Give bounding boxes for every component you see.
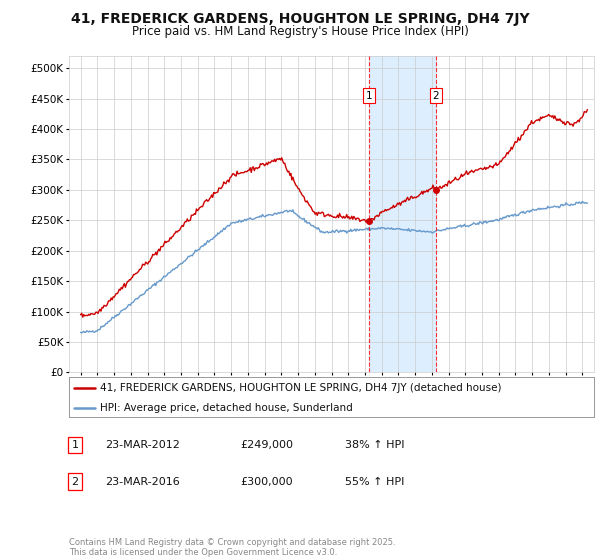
Text: 55% ↑ HPI: 55% ↑ HPI (345, 477, 404, 487)
Text: £300,000: £300,000 (240, 477, 293, 487)
Text: 1: 1 (71, 440, 79, 450)
Text: HPI: Average price, detached house, Sunderland: HPI: Average price, detached house, Sund… (101, 403, 353, 413)
Text: 41, FREDERICK GARDENS, HOUGHTON LE SPRING, DH4 7JY (detached house): 41, FREDERICK GARDENS, HOUGHTON LE SPRIN… (101, 383, 502, 393)
Text: 41, FREDERICK GARDENS, HOUGHTON LE SPRING, DH4 7JY: 41, FREDERICK GARDENS, HOUGHTON LE SPRIN… (71, 12, 529, 26)
Text: Price paid vs. HM Land Registry's House Price Index (HPI): Price paid vs. HM Land Registry's House … (131, 25, 469, 38)
Text: 38% ↑ HPI: 38% ↑ HPI (345, 440, 404, 450)
Text: Contains HM Land Registry data © Crown copyright and database right 2025.
This d: Contains HM Land Registry data © Crown c… (69, 538, 395, 557)
Bar (369, 56, 436, 372)
Text: 2: 2 (433, 91, 439, 101)
Text: 1: 1 (365, 91, 372, 101)
Text: 23-MAR-2016: 23-MAR-2016 (105, 477, 180, 487)
Text: 2: 2 (71, 477, 79, 487)
Text: £249,000: £249,000 (240, 440, 293, 450)
Text: 23-MAR-2012: 23-MAR-2012 (105, 440, 180, 450)
